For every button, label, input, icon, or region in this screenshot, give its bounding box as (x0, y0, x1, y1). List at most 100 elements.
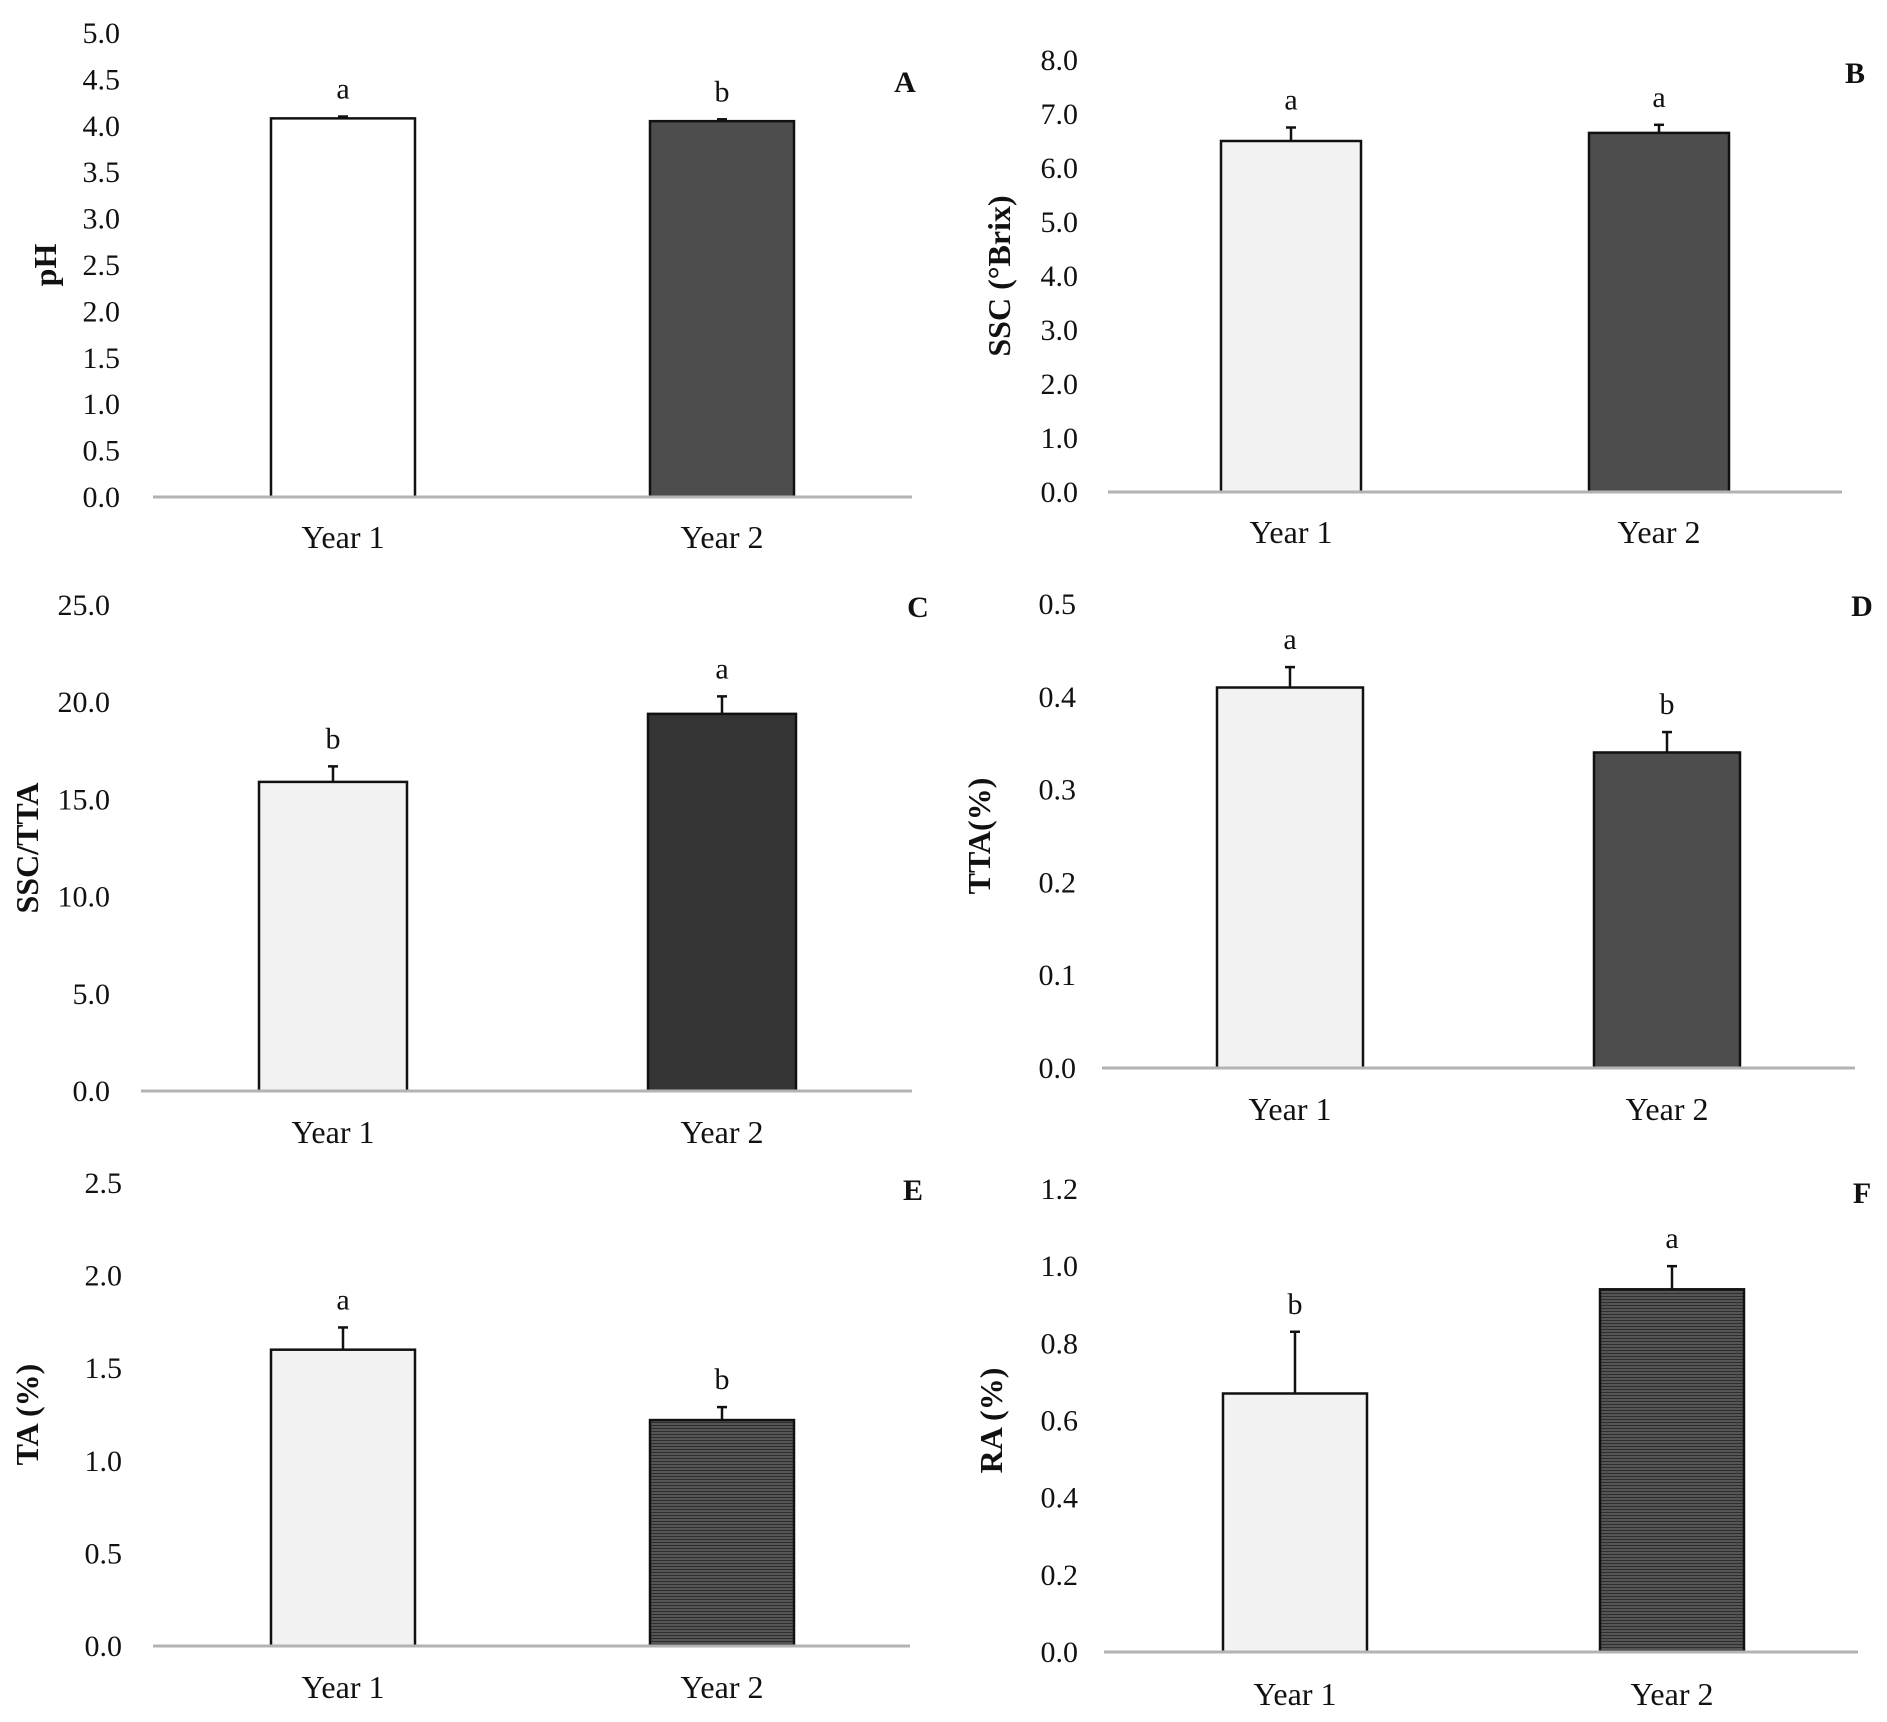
x-category-label: Year 2 (1618, 514, 1701, 550)
x-category-label: Year 1 (302, 519, 385, 555)
panel-letter: C (907, 591, 929, 624)
y-tick-label: 0.5 (83, 435, 121, 468)
y-tick-label: 2.0 (1041, 368, 1079, 401)
panel-letter: F (1853, 1177, 1871, 1210)
significance-letter: a (1652, 81, 1665, 114)
bar-year-2 (1592, 751, 1742, 1070)
y-axis-label: TTA(%) (961, 778, 997, 895)
y-tick-label: 1.0 (83, 388, 121, 421)
bar-year-1 (1221, 1392, 1369, 1654)
y-axis-label: SSC (°Brix) (981, 195, 1017, 356)
y-tick-label: 0.0 (1041, 476, 1079, 509)
panel-letter: A (894, 66, 916, 99)
chart-panel-e: 0.0 0.5 1.0 1.5 2.0 2.5 TA (%) Ea Year 1 b Year 2 (9, 1167, 923, 1705)
bar-year-2 (648, 119, 796, 499)
y-tick-label: 0.8 (1041, 1327, 1079, 1360)
chart-panel-d: 0.0 0.1 0.2 0.3 0.4 0.5 TTA(%) Da Year 1 b Year 2 (961, 588, 1873, 1127)
x-category-label: Year 1 (1249, 1091, 1332, 1127)
x-category-label: Year 2 (1631, 1676, 1714, 1712)
y-tick-label: 4.0 (83, 110, 121, 143)
significance-letter: a (336, 1283, 349, 1316)
y-axis-label: SSC/TTA (9, 782, 45, 913)
y-tick-label: 1.0 (1041, 1250, 1079, 1283)
y-tick-label: 7.0 (1041, 98, 1079, 131)
y-tick-label: 0.0 (73, 1075, 111, 1108)
bar-year-1 (1215, 686, 1365, 1070)
chart-panel-a: 0.0 0.5 1.0 1.5 2.0 2.5 3.0 3.5 4.0 4.5 5.0 pH Aa Yea… (27, 17, 916, 555)
y-tick-label: 5.0 (83, 17, 121, 50)
y-tick-label: 2.0 (83, 295, 121, 328)
significance-letter: a (336, 73, 349, 106)
y-tick-label: 0.2 (1041, 1559, 1079, 1592)
x-category-label: Year 2 (681, 1114, 764, 1150)
bar-year-2 (1587, 131, 1731, 494)
x-category-label: Year 2 (681, 519, 764, 555)
y-tick-label: 2.0 (85, 1260, 123, 1293)
y-tick-label: 4.0 (1041, 260, 1079, 293)
bar-year-2 (646, 712, 798, 1093)
y-tick-label: 0.5 (1039, 588, 1077, 621)
panel-letter: B (1845, 57, 1865, 90)
y-tick-label: 1.0 (1041, 422, 1079, 455)
bar-year-2 (1598, 1288, 1746, 1654)
y-tick-label: 10.0 (58, 881, 111, 914)
significance-letter: b (1660, 688, 1675, 721)
y-tick-label: 1.0 (85, 1445, 123, 1478)
y-axis-label: TA (%) (9, 1364, 45, 1466)
y-tick-label: 3.0 (83, 203, 121, 236)
y-tick-label: 0.4 (1039, 681, 1077, 714)
y-tick-label: 0.4 (1041, 1482, 1079, 1515)
y-tick-label: 2.5 (85, 1167, 123, 1200)
chart-panel-c: 0.0 5.0 10.0 15.0 20.0 25.0 SSC/TTA Cb Year 1 a Ye… (9, 589, 929, 1150)
x-category-label: Year 1 (292, 1114, 375, 1150)
chart-panel-f: 0.0 0.2 0.4 0.6 0.8 1.0 1.2 RA (%) Fb Year 1 a Year… (973, 1173, 1871, 1712)
y-tick-label: 0.0 (85, 1630, 123, 1663)
panel-letter: D (1851, 590, 1873, 623)
y-tick-label: 0.5 (85, 1537, 123, 1570)
y-tick-label: 15.0 (58, 783, 111, 816)
y-tick-label: 6.0 (1041, 152, 1079, 185)
y-tick-label: 0.0 (1039, 1052, 1077, 1085)
bar-year-1 (257, 780, 409, 1093)
bar-year-1 (269, 117, 417, 499)
panel-letter: E (903, 1174, 923, 1207)
chart-panel-b: 0.0 1.0 2.0 3.0 4.0 5.0 6.0 7.0 8.0 SSC (°Brix) Ba… (981, 44, 1865, 550)
y-tick-label: 0.1 (1039, 959, 1077, 992)
y-tick-label: 25.0 (58, 589, 111, 622)
y-tick-label: 8.0 (1041, 44, 1079, 77)
y-tick-label: 0.2 (1039, 866, 1077, 899)
y-tick-label: 4.5 (83, 63, 121, 96)
bar-year-1 (269, 1348, 417, 1648)
y-tick-label: 0.0 (1041, 1636, 1079, 1669)
x-category-label: Year 2 (1626, 1091, 1709, 1127)
y-tick-label: 1.2 (1041, 1173, 1079, 1206)
x-category-label: Year 1 (1254, 1676, 1337, 1712)
y-tick-label: 1.5 (85, 1352, 123, 1385)
significance-letter: b (715, 1363, 730, 1396)
y-tick-label: 2.5 (83, 249, 121, 282)
y-tick-label: 5.0 (1041, 206, 1079, 239)
bar-year-2 (648, 1418, 796, 1648)
significance-letter: a (1284, 84, 1297, 117)
significance-letter: a (1283, 623, 1296, 656)
x-category-label: Year 2 (681, 1669, 764, 1705)
y-tick-label: 3.5 (83, 156, 121, 189)
y-axis-label: RA (%) (973, 1368, 1009, 1474)
y-tick-label: 0.6 (1041, 1405, 1079, 1438)
significance-letter: b (715, 75, 730, 108)
significance-letter: b (326, 722, 341, 755)
significance-letter: a (1665, 1222, 1678, 1255)
y-axis-label: pH (27, 244, 63, 287)
y-tick-label: 0.3 (1039, 774, 1077, 807)
y-tick-label: 20.0 (58, 686, 111, 719)
x-category-label: Year 1 (302, 1669, 385, 1705)
y-tick-label: 3.0 (1041, 314, 1079, 347)
y-tick-label: 5.0 (73, 978, 111, 1011)
bar-year-1 (1219, 139, 1363, 494)
y-tick-label: 1.5 (83, 342, 121, 375)
significance-letter: a (715, 652, 728, 685)
significance-letter: b (1288, 1288, 1303, 1321)
x-category-label: Year 1 (1250, 514, 1333, 550)
y-tick-label: 0.0 (83, 481, 121, 514)
